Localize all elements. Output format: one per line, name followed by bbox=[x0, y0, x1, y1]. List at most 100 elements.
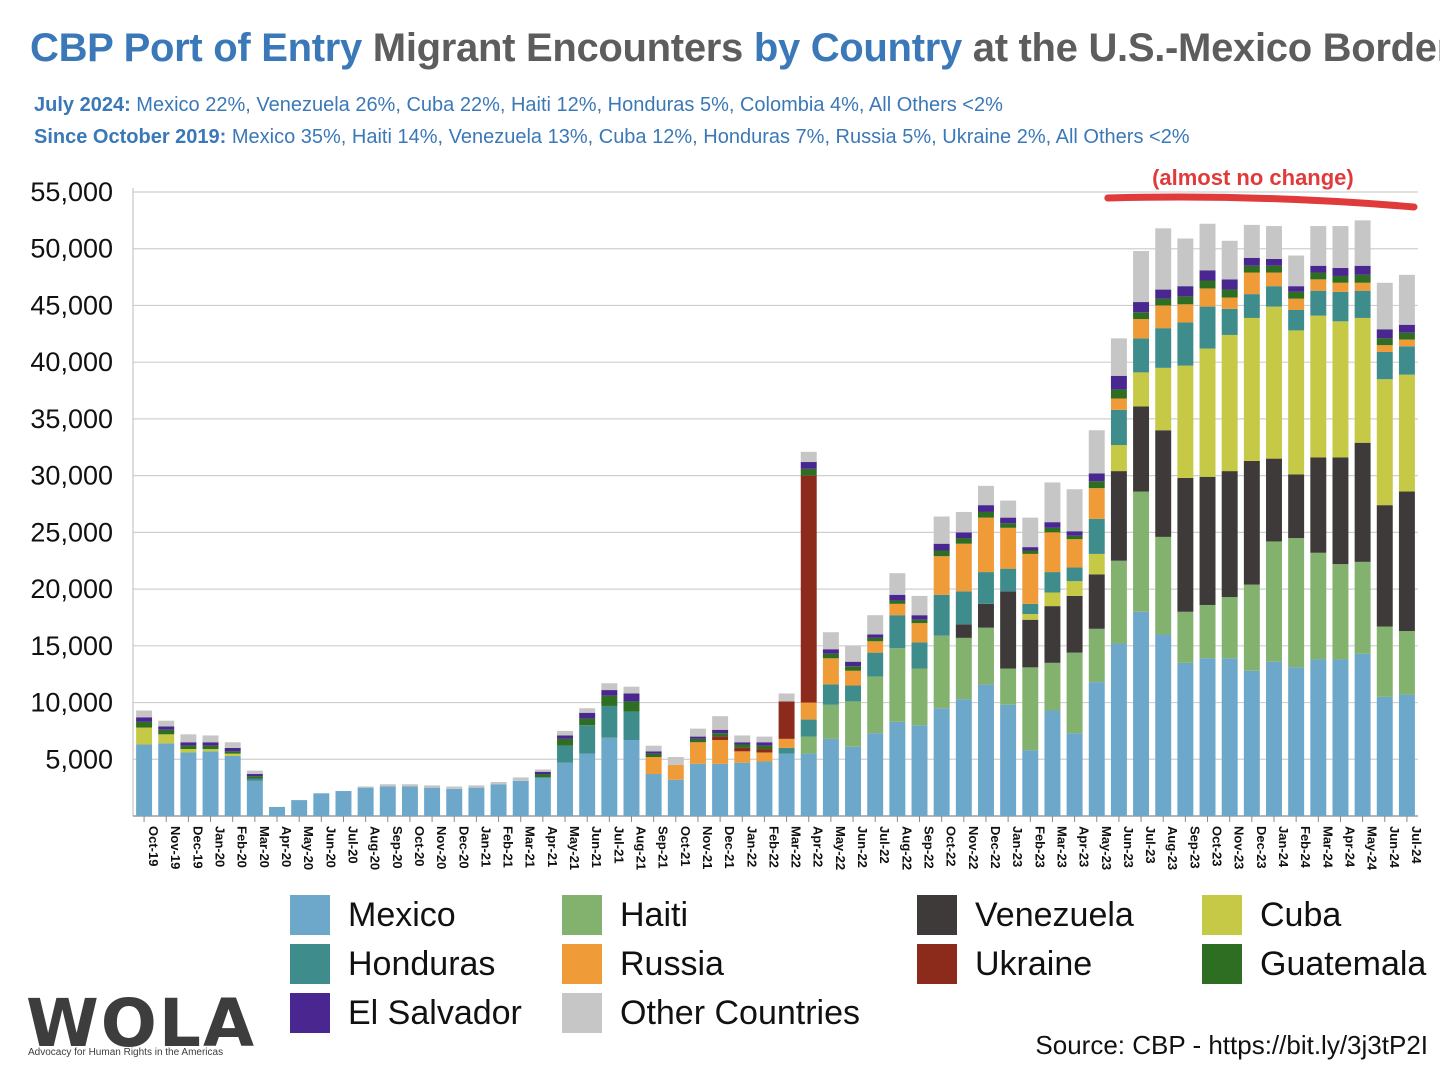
bar-segment-el-salvador bbox=[180, 742, 197, 746]
bar-segment-russia bbox=[712, 739, 729, 764]
legend-swatch bbox=[917, 895, 957, 935]
bar-segment-cuba bbox=[1133, 372, 1150, 407]
title-part-3: by Country bbox=[753, 26, 962, 70]
x-tick-label: Jun-22 bbox=[855, 826, 870, 868]
bar-segment-mexico bbox=[1044, 710, 1061, 816]
bar-segment-mexico bbox=[911, 725, 928, 816]
bar-segment-guatemala bbox=[645, 753, 662, 758]
legend-label: Honduras bbox=[348, 944, 496, 983]
bar-segment-guatemala bbox=[136, 721, 153, 728]
bar-segment-el-salvador bbox=[1022, 547, 1039, 551]
bar-segment-other-countries bbox=[246, 770, 263, 775]
bar-segment-mexico bbox=[977, 684, 994, 816]
bar-segment-mexico bbox=[180, 752, 197, 816]
bar-segment-russia bbox=[1066, 539, 1083, 568]
bar-segment-mexico bbox=[756, 761, 773, 816]
bar-segment-el-salvador bbox=[1221, 279, 1238, 290]
x-tick-label: Jul-21 bbox=[611, 826, 626, 864]
bar-segment-el-salvador bbox=[224, 747, 241, 752]
bar-segment-venezuela bbox=[1022, 619, 1039, 668]
bar-segment-haiti bbox=[1133, 491, 1150, 612]
x-tick-label: Jun-23 bbox=[1121, 826, 1136, 868]
bar-segment-haiti bbox=[1354, 561, 1371, 654]
bar-segment-guatemala bbox=[1177, 296, 1194, 305]
bar-segment-guatemala bbox=[224, 751, 241, 754]
bar-segment-guatemala bbox=[1288, 291, 1305, 299]
bar-segment-other-countries bbox=[180, 734, 197, 743]
bar-segment-mexico bbox=[1177, 662, 1194, 816]
bar-segment-guatemala bbox=[601, 695, 618, 706]
bar-segment-other-countries bbox=[357, 786, 374, 788]
bar-segment-el-salvador bbox=[1266, 258, 1282, 266]
x-tick-label: Oct-21 bbox=[678, 826, 693, 866]
bar-segment-russia bbox=[955, 543, 972, 592]
bar-segment-haiti bbox=[911, 668, 928, 726]
bar-segment-honduras bbox=[1133, 338, 1150, 373]
bar-segment-russia bbox=[1398, 339, 1415, 347]
bar-segment-honduras bbox=[955, 591, 972, 625]
bar-segment-guatemala bbox=[756, 745, 773, 750]
x-tick-label: Mar-22 bbox=[789, 826, 804, 868]
legend-swatch bbox=[562, 993, 602, 1033]
bar-segment-russia bbox=[800, 702, 817, 720]
bar-segment-russia bbox=[1177, 304, 1194, 323]
x-tick-label: Jul-23 bbox=[1143, 826, 1158, 864]
bar-segment-guatemala bbox=[623, 701, 640, 712]
bar-segment-other-countries bbox=[1221, 240, 1238, 280]
x-tick-label: Nov-22 bbox=[966, 826, 981, 869]
x-tick-label: Oct-19 bbox=[146, 826, 161, 866]
bar-segment-venezuela bbox=[1066, 595, 1083, 653]
bar-segment-haiti bbox=[933, 635, 950, 709]
bar-segment-mexico bbox=[534, 777, 551, 816]
bar-segment-guatemala bbox=[822, 653, 839, 659]
bar-segment-honduras bbox=[623, 711, 640, 740]
bar-segment-other-countries bbox=[955, 511, 972, 533]
bar-segment-russia bbox=[1376, 345, 1393, 352]
title-part-2: Migrant Encounters bbox=[361, 26, 754, 70]
legend-label: Ukraine bbox=[975, 944, 1093, 983]
bar-segment-haiti bbox=[1088, 628, 1105, 683]
subtitle-since-oct-2019: Since October 2019: Mexico 35%, Haiti 14… bbox=[34, 126, 1190, 149]
bar-segment-mexico bbox=[1133, 611, 1150, 816]
bar-segment-guatemala bbox=[955, 538, 972, 544]
bar-segment-other-countries bbox=[379, 784, 396, 787]
bar-segment-other-countries bbox=[1000, 500, 1017, 518]
bar-segment-mexico bbox=[867, 733, 884, 816]
x-tick-label: May-20 bbox=[301, 826, 316, 870]
x-tick-label: Oct-23 bbox=[1210, 826, 1225, 866]
bar-segment-el-salvador bbox=[955, 532, 972, 539]
legend-item-haiti: Haiti bbox=[562, 895, 688, 935]
x-tick-label: Aug-23 bbox=[1165, 826, 1180, 870]
bar-segment-cuba bbox=[136, 727, 153, 745]
bar-segment-guatemala bbox=[1243, 265, 1260, 273]
bar-segment-other-countries bbox=[1243, 224, 1260, 258]
bar-segment-other-countries bbox=[712, 716, 729, 730]
bar-segment-cuba bbox=[1088, 553, 1105, 575]
bar-segment-el-salvador bbox=[977, 505, 994, 512]
bar-segment-guatemala bbox=[246, 776, 263, 779]
bar-segment-other-countries bbox=[778, 693, 795, 702]
bar-segment-russia bbox=[911, 623, 928, 643]
x-tick-label: Nov-20 bbox=[434, 826, 449, 869]
bar-segment-mexico bbox=[623, 739, 640, 816]
x-tick-label: Mar-24 bbox=[1320, 826, 1335, 869]
bar-segment-haiti bbox=[1066, 652, 1083, 734]
bar-segment-other-countries bbox=[512, 777, 529, 781]
x-tick-label: Jan-22 bbox=[744, 826, 759, 867]
chart-legend: Mexico Haiti Venezuela Cuba Honduras Russia Uk… bbox=[290, 895, 1430, 1045]
bar-segment-guatemala bbox=[1221, 289, 1238, 298]
bar-segment-mexico bbox=[224, 755, 241, 816]
bar-segment-haiti bbox=[955, 637, 972, 700]
x-tick-label: Aug-22 bbox=[899, 826, 914, 870]
bar-segment-other-countries bbox=[689, 728, 706, 737]
bar-segment-mexico bbox=[1332, 659, 1349, 816]
bar-segment-haiti bbox=[1022, 667, 1039, 751]
bar-segment-mexico bbox=[379, 786, 396, 816]
bar-segment-mexico bbox=[734, 762, 751, 816]
bar-segment-mexico bbox=[1110, 643, 1127, 816]
bar-segment-mexico bbox=[1288, 667, 1305, 816]
bar-segment-other-countries bbox=[667, 757, 684, 765]
bar-segment-cuba bbox=[224, 753, 241, 756]
bar-segment-other-countries bbox=[579, 708, 596, 713]
bar-segment-honduras bbox=[246, 778, 263, 781]
